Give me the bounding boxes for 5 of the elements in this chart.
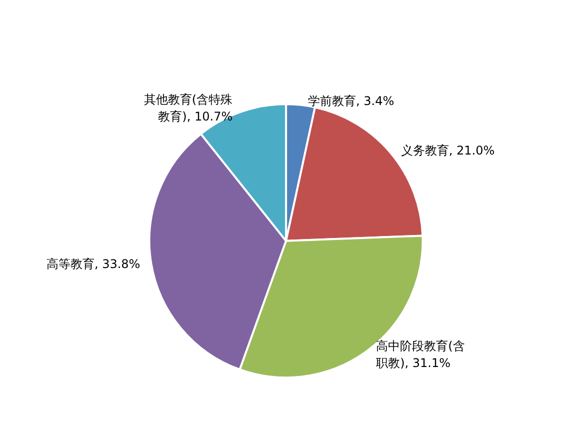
- slice-label: 学前教育, 3.4%: [308, 94, 394, 108]
- slice-label: 高等教育, 33.8%: [46, 256, 140, 271]
- slice-label: 高中阶段教育(含职教), 31.1%: [376, 338, 465, 370]
- slice-label: 义务教育, 21.0%: [400, 144, 495, 158]
- slice-label: 其他教育(含特殊教育), 10.7%: [144, 92, 233, 124]
